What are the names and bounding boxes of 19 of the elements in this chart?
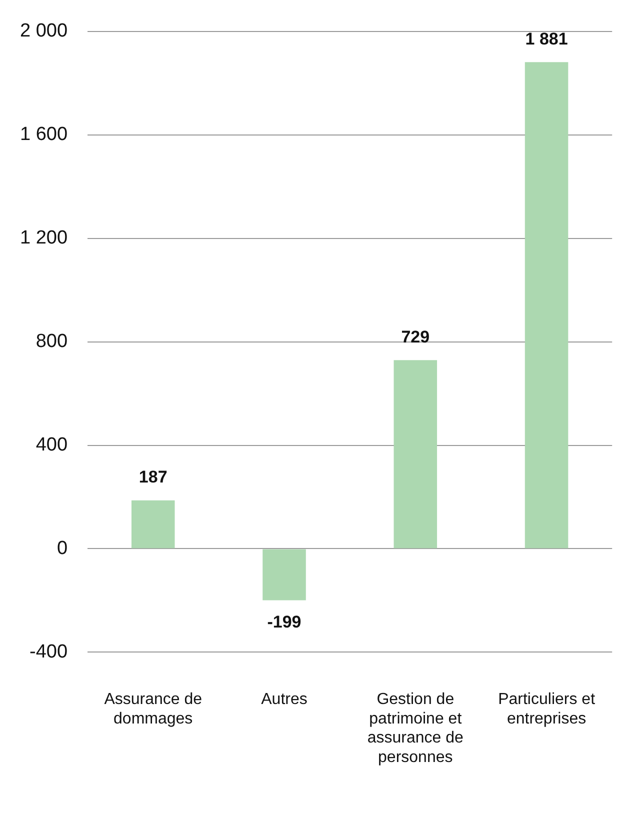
y-tick-label: 1 600 — [20, 124, 68, 146]
data-label: 187 — [138, 468, 168, 487]
data-label: 1 881 — [525, 29, 568, 48]
bar — [131, 500, 175, 548]
data-label: -199 — [267, 612, 302, 632]
x-tick-label: Autres — [261, 691, 308, 708]
y-tick-label: 800 — [36, 331, 68, 352]
y-tick-label: 0 — [56, 538, 68, 559]
bar — [524, 62, 568, 548]
bar — [262, 549, 306, 600]
x-tick-label: Particuliers et entreprises — [498, 691, 596, 728]
y-tick-label: -400 — [30, 641, 68, 662]
y-tick-label: 400 — [36, 434, 68, 456]
x-tick-label: Assurance de dommages — [104, 691, 202, 728]
y-tick-label: 2 000 — [20, 20, 68, 42]
x-tick-label: Gestion de patrimoine et assurance de personnes — [367, 691, 464, 766]
y-tick-label: 1 200 — [20, 228, 68, 249]
bar — [394, 360, 438, 548]
data-label: 729 — [401, 327, 430, 346]
